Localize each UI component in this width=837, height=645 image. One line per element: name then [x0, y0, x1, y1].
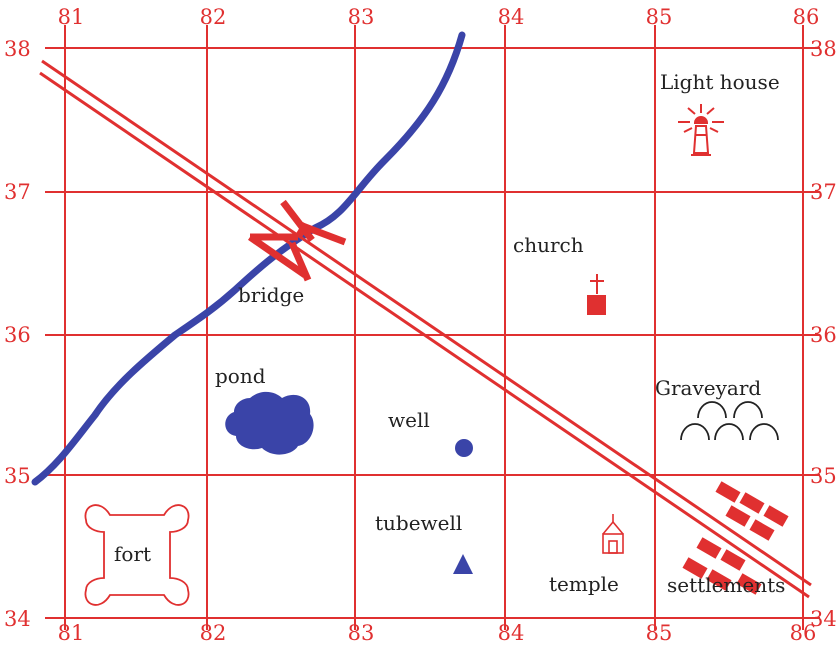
easting-labels-bottom: 81 82 83 84 85 86	[58, 621, 817, 645]
fort-icon	[84, 504, 190, 606]
easting-label: 84	[498, 621, 525, 645]
pond-label: pond	[215, 364, 266, 388]
northing-labels-left: 38 37 36 35 34	[4, 37, 31, 631]
northing-label: 34	[4, 607, 31, 631]
northing-label: 38	[4, 37, 31, 61]
northing-label: 36	[4, 323, 31, 347]
settlements-label: settlements	[667, 573, 785, 597]
easting-label: 86	[793, 5, 820, 29]
lighthouse-icon	[678, 104, 724, 156]
easting-label: 84	[498, 5, 525, 29]
tubewell-label: tubewell	[375, 511, 462, 535]
light-house-label: Light house	[660, 70, 780, 94]
easting-label: 83	[348, 621, 375, 645]
map-grid	[45, 25, 820, 630]
temple-label: temple	[549, 572, 619, 596]
river	[31, 31, 466, 486]
northing-label: 34	[810, 607, 837, 631]
northing-label: 35	[4, 464, 31, 488]
graveyard-icon	[680, 401, 779, 441]
northing-label: 38	[810, 37, 837, 61]
northing-label: 35	[810, 464, 837, 488]
northing-label: 37	[810, 180, 837, 204]
easting-labels-top: 81 82 83 84 85 86	[58, 5, 820, 29]
northing-labels-right: 38 37 36 35 34	[810, 37, 837, 631]
double-line-road	[39, 59, 812, 599]
well-label: well	[388, 408, 430, 432]
easting-label: 85	[646, 621, 673, 645]
easting-label: 82	[200, 5, 227, 29]
settlements-icon	[682, 481, 789, 595]
well-icon	[455, 439, 473, 457]
tubewell-icon	[453, 554, 473, 574]
easting-label: 81	[58, 621, 85, 645]
easting-label: 83	[348, 5, 375, 29]
church-label: church	[513, 233, 584, 257]
church-icon	[587, 274, 606, 315]
temple-icon	[602, 514, 624, 554]
fort-label: fort	[114, 542, 151, 566]
bridge-label: bridge	[238, 283, 304, 307]
northing-label: 36	[810, 323, 837, 347]
pond-icon	[225, 391, 314, 455]
bridge-icon	[248, 199, 347, 282]
easting-label: 82	[200, 621, 227, 645]
graveyard-label: Graveyard	[655, 376, 761, 400]
easting-label: 85	[646, 5, 673, 29]
easting-label: 81	[58, 5, 85, 29]
easting-label: 86	[790, 621, 817, 645]
northing-label: 37	[4, 180, 31, 204]
